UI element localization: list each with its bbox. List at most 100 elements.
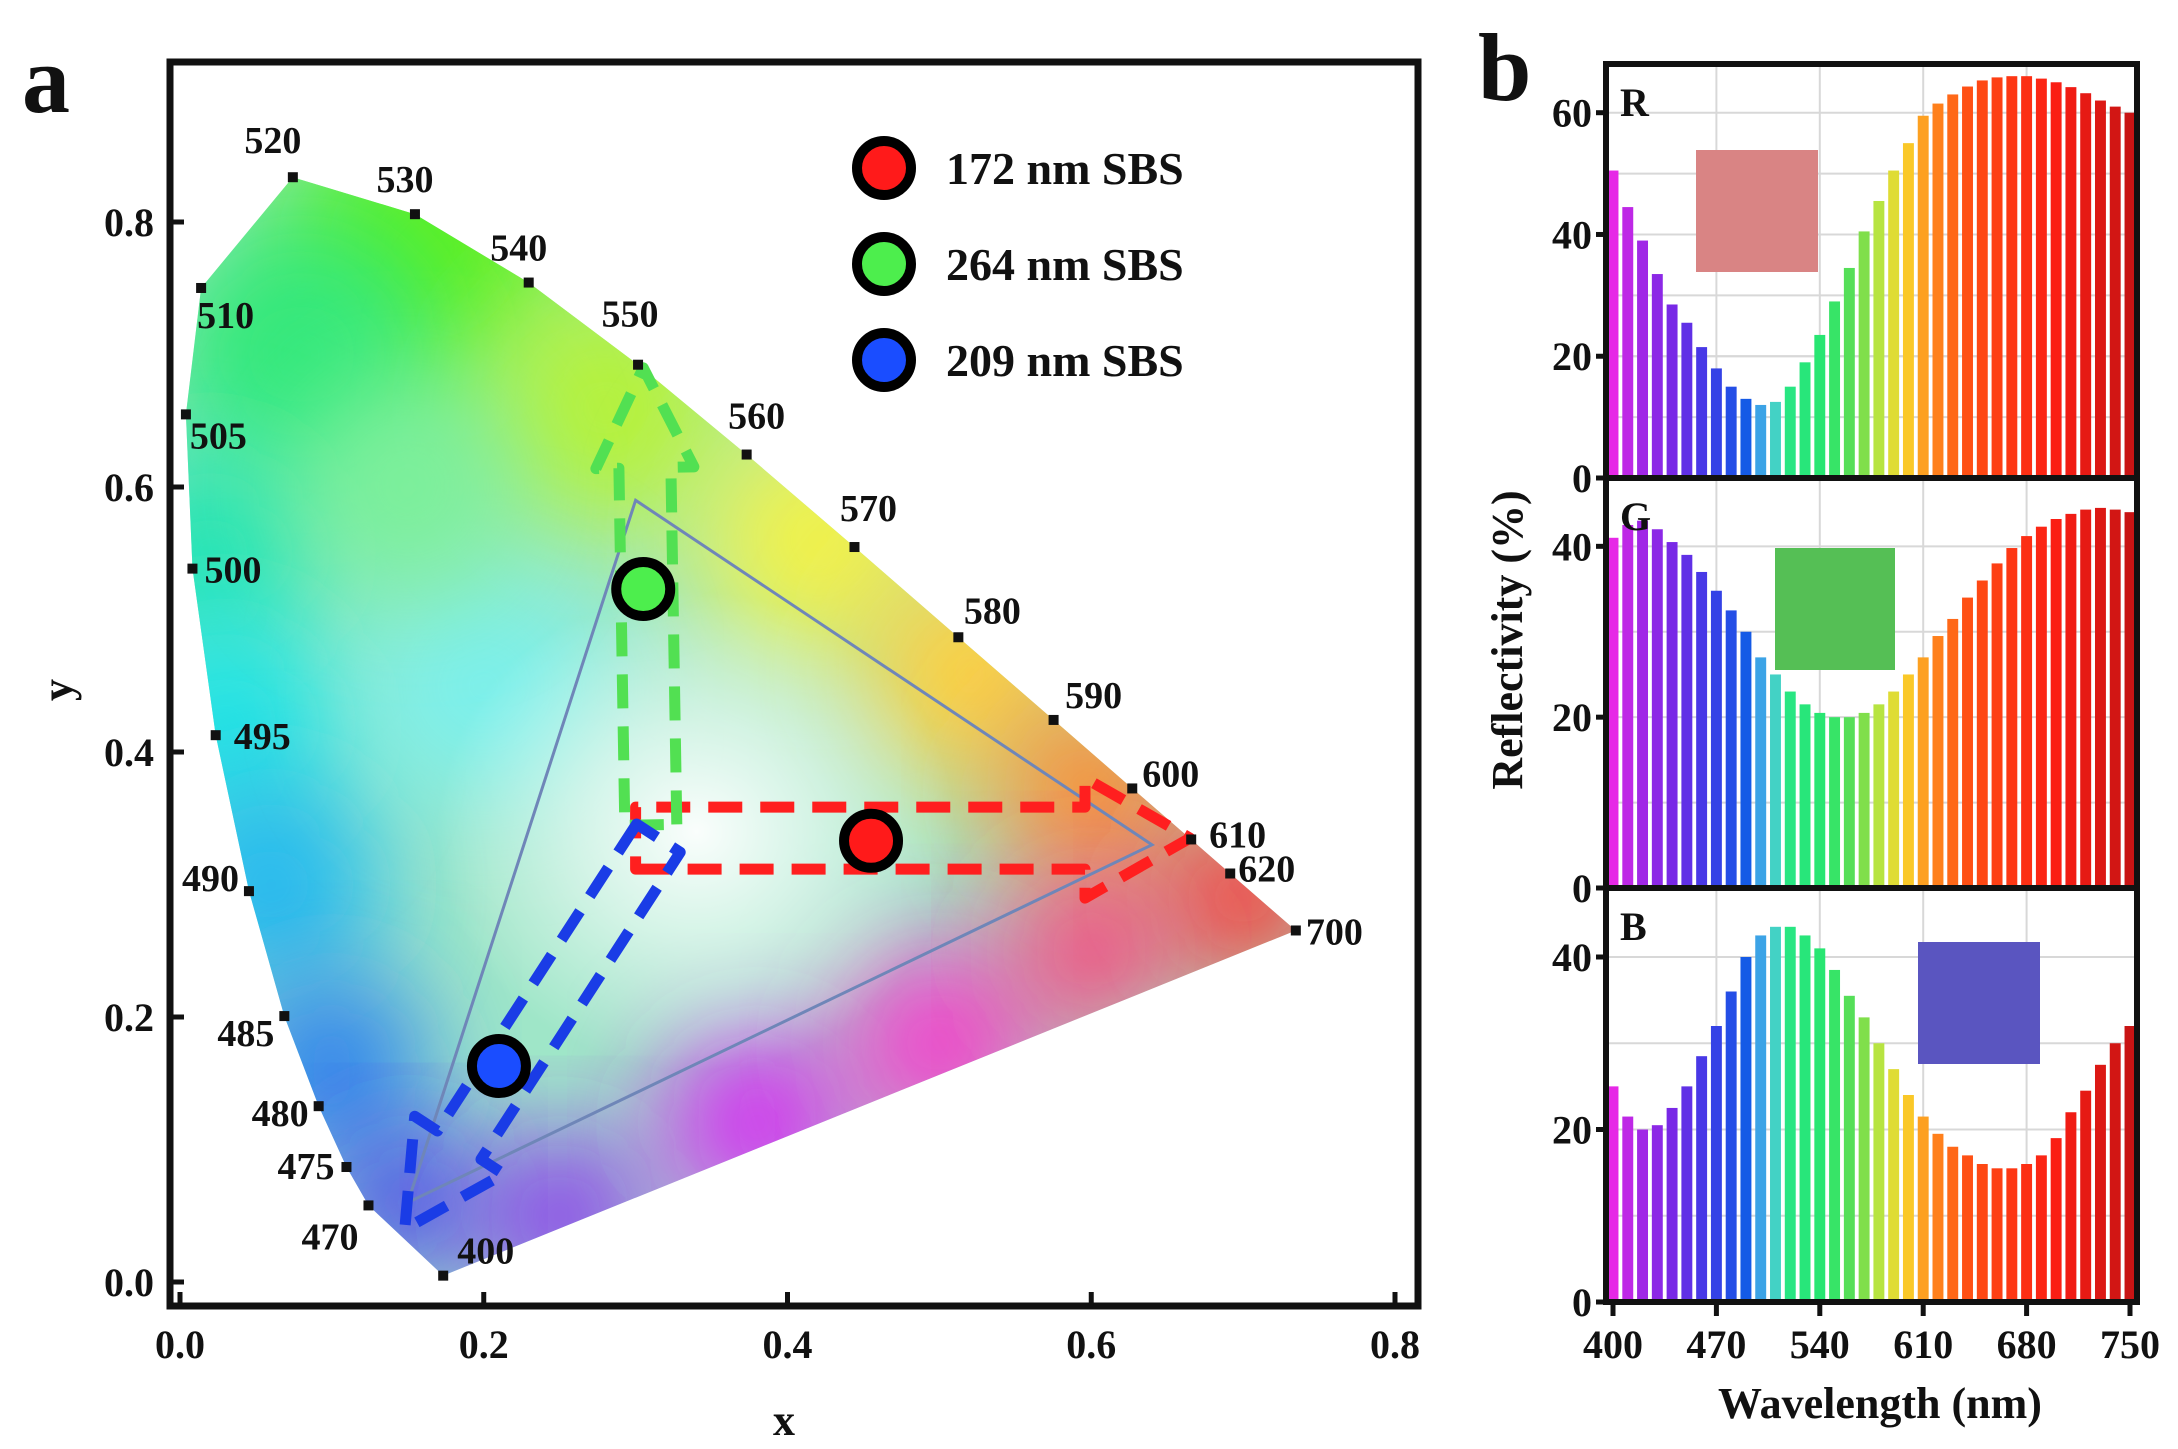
- bar-G-530: [1799, 704, 1811, 888]
- bar-G-710: [2065, 513, 2077, 888]
- y-tick-label: 0.8: [104, 200, 154, 245]
- x-tick-label: 0.2: [459, 1322, 509, 1367]
- bar-R-680: [2021, 76, 2033, 479]
- bar-R-440: [1666, 304, 1678, 478]
- wavelength-label-520: 520: [244, 120, 301, 162]
- locus-tick-610: [1186, 834, 1197, 845]
- bar-B-560: [1843, 995, 1855, 1302]
- reflectivity-axis-label: Reflectivity (%): [1483, 490, 1532, 789]
- locus-tick-490: [243, 886, 254, 897]
- panel-label-R: R: [1620, 80, 1650, 125]
- bar-G-500: [1755, 657, 1767, 888]
- bar-G-480: [1725, 610, 1737, 888]
- bar-G-700: [2050, 519, 2062, 888]
- panel-label-G: G: [1620, 494, 1651, 539]
- bar-G-520: [1784, 691, 1796, 888]
- y-tick-label: 40: [1552, 212, 1592, 257]
- x-axis-label: x: [773, 1396, 795, 1445]
- bar-G-600: [1902, 674, 1914, 888]
- bar-G-630: [1947, 618, 1959, 888]
- bar-R-710: [2065, 87, 2077, 479]
- bar-B-590: [1888, 1069, 1900, 1302]
- locus-tick-505: [180, 409, 191, 420]
- y-tick-label: 0: [1572, 456, 1592, 501]
- wavelength-label-530: 530: [376, 159, 433, 201]
- bar-R-740: [2109, 106, 2121, 478]
- wavelength-label-480: 480: [252, 1093, 309, 1135]
- bar-R-490: [1740, 398, 1752, 478]
- wavelength-label-505: 505: [190, 415, 247, 457]
- bar-G-720: [2080, 509, 2092, 888]
- bar-B-430: [1651, 1125, 1663, 1302]
- locus-tick-700: [1290, 925, 1301, 936]
- bar-B-640: [1962, 1155, 1973, 1302]
- bar-R-430: [1651, 274, 1663, 478]
- locus-tick-580: [953, 632, 964, 643]
- wavelength-label-590: 590: [1065, 675, 1122, 717]
- y-tick-label: 20: [1552, 334, 1592, 379]
- locus-tick-500: [187, 563, 198, 574]
- wavelength-label-550: 550: [602, 294, 659, 336]
- x-tick-label: 680: [1997, 1322, 2057, 1367]
- x-tick-label: 610: [1893, 1322, 1953, 1367]
- bar-R-450: [1681, 322, 1693, 478]
- legend-label: 172 nm SBS: [946, 143, 1184, 194]
- bar-G-400: [1607, 537, 1619, 888]
- locus-tick-540: [523, 277, 534, 288]
- wavelength-label-620: 620: [1238, 849, 1295, 891]
- color-blob: [297, 377, 518, 597]
- bar-B-450: [1681, 1086, 1693, 1302]
- wavelength-label-580: 580: [964, 590, 1021, 632]
- bar-B-420: [1637, 1129, 1649, 1302]
- legend: 172 nm SBS 264 nm SBS 209 nm SBS: [852, 136, 1184, 392]
- wavelength-label-610: 610: [1209, 814, 1266, 856]
- bar-G-750: [2124, 512, 2136, 888]
- x-tick-label: 0.4: [763, 1322, 813, 1367]
- bar-B-400: [1607, 1086, 1619, 1302]
- bar-R-510: [1770, 401, 1781, 478]
- bar-R-570: [1858, 231, 1870, 478]
- spectrum-panel-R: R 0 20 40 60: [1552, 61, 2140, 501]
- bar-R-670: [2006, 76, 2018, 479]
- bar-G-470: [1710, 590, 1722, 888]
- blue-shift-arrow: [399, 818, 686, 1235]
- bar-R-540: [1814, 334, 1826, 478]
- bar-G-570: [1858, 712, 1870, 888]
- bar-G-610: [1917, 657, 1929, 888]
- wavelength-labels: 400 470 475 480 485 490 495 500 505 510 520 530 540 5…: [182, 120, 1363, 1272]
- bar-G-620: [1932, 636, 1944, 888]
- y-tick-label: 40: [1552, 524, 1592, 569]
- bar-R-690: [2035, 78, 2047, 479]
- wavelength-label-400: 400: [457, 1231, 514, 1273]
- bar-R-700: [2050, 82, 2062, 478]
- y-tick-label: 0: [1572, 1280, 1592, 1325]
- bar-R-520: [1784, 386, 1796, 478]
- wavelength-label-490: 490: [182, 858, 239, 900]
- bar-R-630: [1947, 94, 1959, 479]
- bar-B-610: [1917, 1116, 1929, 1302]
- bar-B-650: [1976, 1164, 1988, 1302]
- bar-B-460: [1696, 1056, 1708, 1302]
- y-tick-label: 0.4: [104, 730, 154, 775]
- bar-G-740: [2109, 509, 2121, 888]
- bar-B-500: [1755, 935, 1767, 1302]
- bar-B-680: [2021, 1164, 2033, 1302]
- point-172nm: [839, 808, 904, 873]
- plot-frame-a: [166, 58, 1422, 1310]
- y-tick-label: 40: [1552, 935, 1592, 980]
- bar-R-500: [1755, 404, 1767, 478]
- wavelength-label-600: 600: [1142, 753, 1199, 795]
- wavelength-label-495: 495: [234, 716, 291, 758]
- color-swatch-R: [1696, 150, 1818, 272]
- legend-label: 209 nm SBS: [946, 335, 1184, 386]
- panel-a-letter: a: [22, 26, 70, 133]
- wavelength-label-510: 510: [197, 295, 254, 337]
- bar-R-460: [1696, 347, 1708, 478]
- wavelength-label-700: 700: [1306, 911, 1363, 953]
- bar-B-510: [1770, 926, 1781, 1302]
- bar-R-530: [1799, 362, 1811, 478]
- locus-tick-550: [633, 359, 644, 370]
- bar-G-680: [2021, 536, 2033, 888]
- shift-arrows: [399, 362, 1196, 1235]
- y-tick-label: 0.0: [104, 1260, 154, 1305]
